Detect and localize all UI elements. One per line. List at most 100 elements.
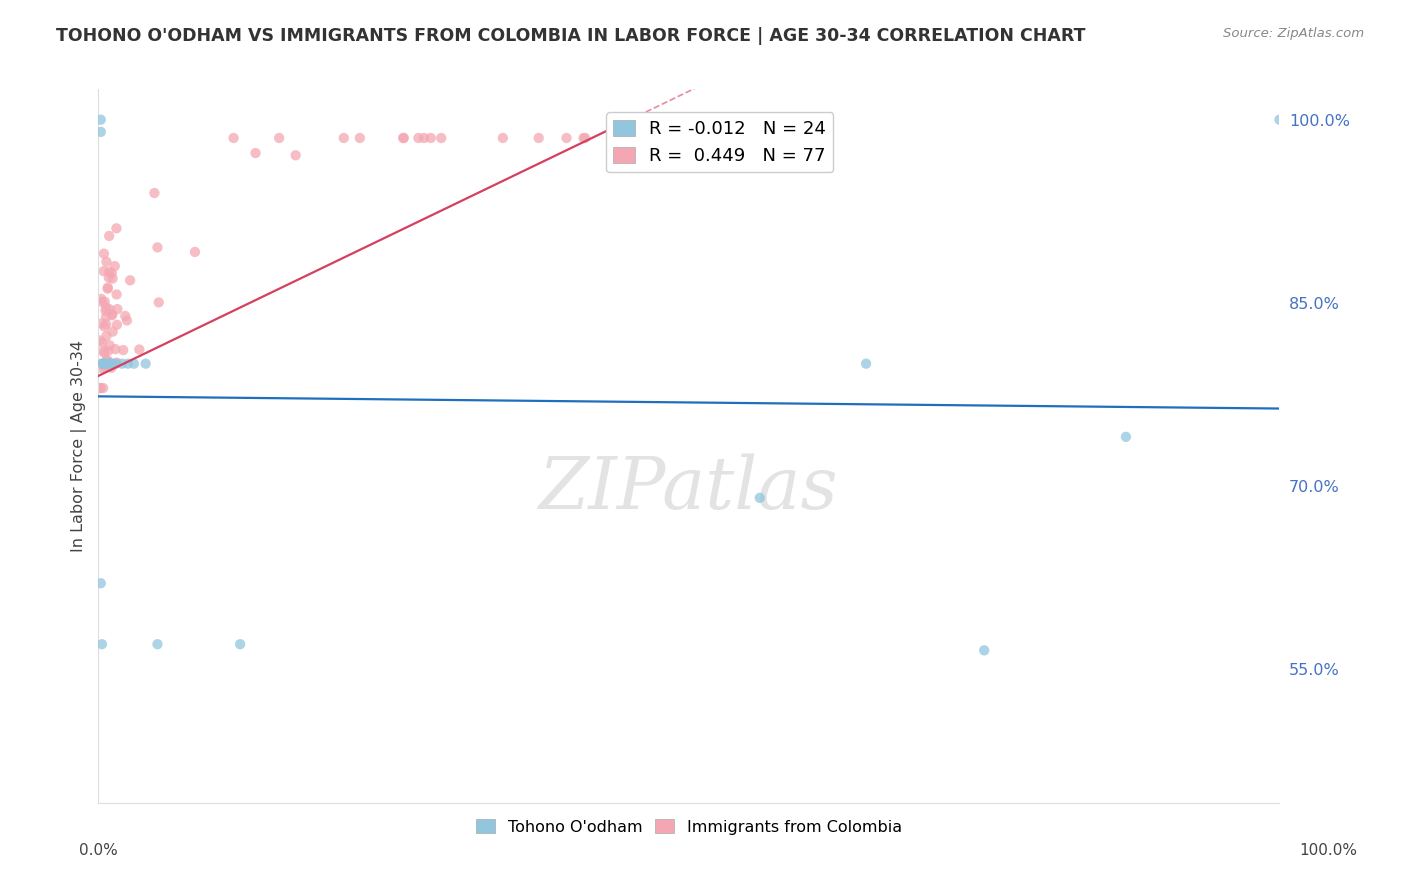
Point [101,271,124,285]
Point [96,358,118,372]
Text: TOHONO O'ODHAM VS IMMIGRANTS FROM COLOMBIA IN LABOR FORCE | AGE 30-34 CORRELATIO: TOHONO O'ODHAM VS IMMIGRANTS FROM COLOMB… [56,27,1085,45]
Point [93,319,115,334]
Point [613,131,636,145]
Text: Source: ZipAtlas.com: Source: ZipAtlas.com [1223,27,1364,40]
Point [245,146,267,161]
Point [93,246,115,260]
Point [104,342,127,356]
Point [93,346,115,360]
Point [90,317,112,331]
Point [91,361,114,376]
Point [120,273,142,287]
Point [91,295,114,310]
Point [105,318,128,332]
Point [89,357,111,371]
Point [94,357,117,371]
Point [284,148,307,162]
Point [115,313,138,327]
Point [114,309,136,323]
Point [89,381,111,395]
Point [492,131,515,145]
Point [97,280,120,294]
Point [527,131,550,145]
Point [333,131,356,145]
Point [97,282,120,296]
Point [184,244,207,259]
Point [98,229,121,244]
Point [98,357,121,371]
Point [148,295,170,310]
Point [93,344,115,359]
Point [610,131,633,145]
Point [574,131,596,145]
Point [572,131,595,145]
Point [146,240,169,254]
Point [1268,112,1291,127]
Y-axis label: In Labor Force | Age 30-34: In Labor Force | Age 30-34 [72,340,87,552]
Point [392,131,415,145]
Point [105,356,128,370]
Point [101,266,124,280]
Point [89,381,111,395]
Point [973,643,995,657]
Point [555,131,578,145]
Point [93,357,115,371]
Point [91,637,114,651]
Point [392,131,415,145]
Point [90,125,112,139]
Point [90,112,112,127]
Point [101,308,124,322]
Text: 100.0%: 100.0% [1299,843,1358,858]
Point [96,329,118,343]
Point [91,357,114,371]
Point [105,221,128,235]
Point [855,357,877,371]
Point [112,343,135,357]
Point [101,325,124,339]
Point [97,270,120,285]
Point [97,357,120,371]
Point [96,254,118,268]
Point [91,381,114,395]
Point [91,335,114,350]
Point [89,334,111,348]
Point [96,301,118,315]
Point [1115,430,1137,444]
Point [107,301,129,316]
Point [105,357,128,371]
Legend: Tohono O'odham, Immigrants from Colombia: Tohono O'odham, Immigrants from Colombia [470,813,908,841]
Point [101,357,124,371]
Point [748,491,770,505]
Point [96,353,118,368]
Point [419,131,441,145]
Point [90,292,112,306]
Point [430,131,453,145]
Point [98,338,121,352]
Point [100,360,122,375]
Point [229,637,252,651]
Point [97,343,120,358]
Point [117,357,139,371]
Point [269,131,291,145]
Point [135,357,157,371]
Point [146,637,169,651]
Point [91,357,114,371]
Point [122,357,145,371]
Point [143,186,166,200]
Point [96,317,118,331]
Point [96,357,118,371]
Point [93,264,115,278]
Text: 0.0%: 0.0% [79,843,118,858]
Point [94,294,117,309]
Point [111,357,134,371]
Text: ZIPatlas: ZIPatlas [538,453,839,524]
Point [98,302,121,317]
Point [610,131,633,145]
Point [94,310,117,324]
Point [93,357,115,371]
Point [408,131,430,145]
Point [105,287,128,301]
Point [98,265,121,279]
Point [94,360,117,375]
Point [101,307,124,321]
